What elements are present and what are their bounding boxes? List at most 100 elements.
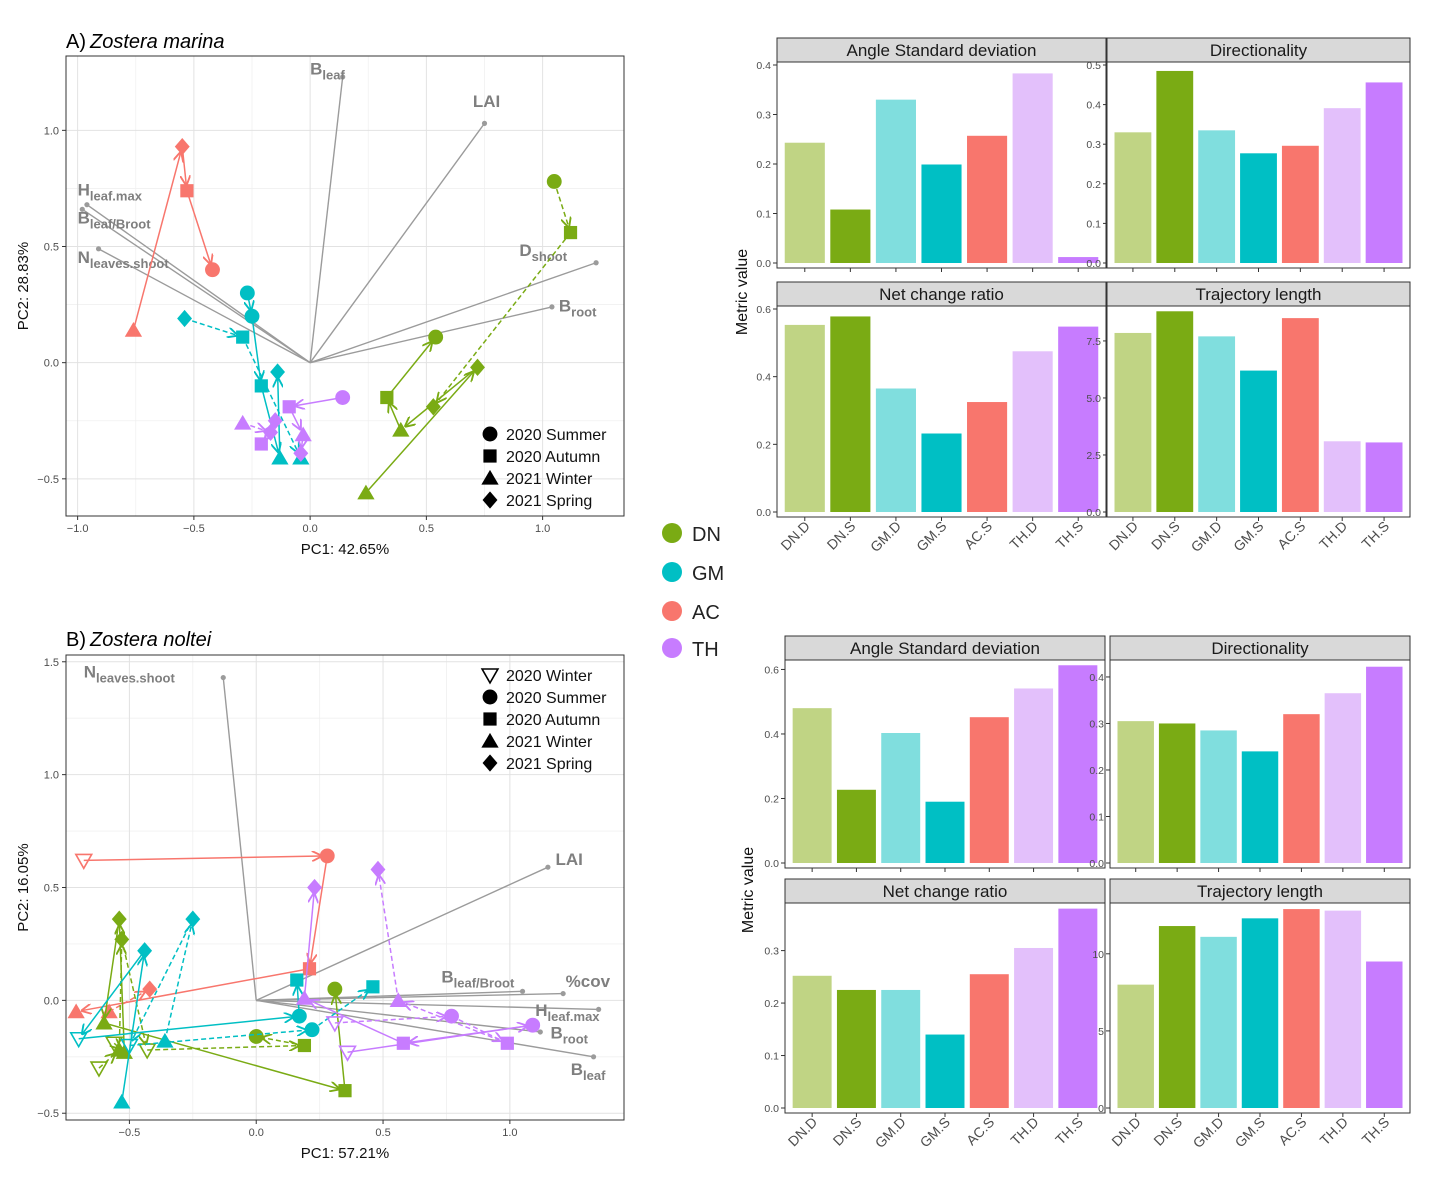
bar — [1365, 442, 1403, 512]
season-legend-label: 2020 Summer — [506, 427, 607, 444]
loading-vector — [81, 208, 311, 364]
x-tick-label: GM.S — [917, 1114, 954, 1151]
y-tick-label: 0.0 — [1086, 258, 1101, 270]
x-tick-label: 1.0 — [502, 1127, 517, 1139]
y-tick-label: 0.4 — [1086, 100, 1101, 112]
trajectory-point — [335, 390, 351, 405]
trajectory-segment — [132, 152, 180, 331]
y-tick-label: 10 — [1092, 949, 1104, 961]
trajectory-point — [254, 379, 268, 393]
legend-key-ac — [662, 601, 682, 621]
bar — [830, 316, 871, 512]
loading-vector — [309, 122, 486, 364]
loading-label-subscript: root — [563, 1032, 589, 1047]
loading-point — [340, 74, 346, 80]
y-tick-label: 0.5 — [44, 242, 59, 254]
facet-title: Angle Standard deviation — [847, 41, 1037, 60]
x-tick-label: TH.D — [1316, 518, 1350, 552]
trajectory-segment — [164, 925, 192, 1042]
x-tick-label: TH.S — [1359, 1114, 1393, 1148]
x-axis-label: PC1: 42.65% — [301, 541, 389, 558]
x-tick-label: AC.S — [961, 518, 995, 552]
trajectory-segment — [451, 1015, 502, 1040]
loading-label-subscript: leaves.shoot — [96, 671, 175, 686]
loading-label-main: B — [441, 967, 453, 986]
bar — [1366, 961, 1403, 1108]
loading-label-main: LAI — [556, 850, 583, 869]
loading-label-main: %cov — [566, 972, 611, 991]
loading-label-subscript: shoot — [532, 249, 568, 264]
loading-label-main: H — [535, 1001, 547, 1020]
y-axis-label: PC2: 16.05% — [15, 843, 32, 931]
x-tick-label: DN.D — [1108, 1114, 1144, 1150]
trajectory-point — [307, 878, 323, 897]
trajectory-segment — [310, 1001, 404, 1044]
season-legend-key — [483, 712, 497, 726]
trajectory-point — [470, 358, 485, 376]
loading-label-main: B — [78, 208, 90, 227]
bar — [1014, 947, 1054, 1108]
bar — [1241, 751, 1279, 863]
pca-plot-zostera-noltei: −0.5 0.0 0.5 1.0 −0.5 0.0 0.5 1.0 1.5 Nleaves.sho… — [15, 654, 625, 1162]
loading-point — [84, 202, 90, 208]
x-tick-label: 0.5 — [419, 523, 434, 535]
bar — [1240, 153, 1277, 263]
trajectory-point — [177, 309, 193, 328]
loading-vector — [309, 76, 344, 363]
bar — [921, 164, 962, 263]
bar — [1158, 723, 1196, 863]
trajectory-point — [546, 174, 562, 189]
trajectory-segment — [335, 995, 346, 1091]
panel-b-letter: B) — [66, 629, 86, 651]
bar — [1117, 721, 1154, 863]
season-legend-key — [481, 732, 499, 748]
x-tick-label: DN.D — [777, 518, 813, 554]
bar — [784, 324, 825, 512]
trajectory-segment — [404, 1003, 508, 1044]
loading-point — [593, 260, 599, 266]
facet-title: Directionality — [1210, 41, 1308, 60]
trajectory-segment — [121, 957, 144, 1103]
trajectory-segment — [184, 317, 237, 336]
bar — [1156, 311, 1194, 512]
season-legend-key — [483, 449, 497, 463]
trajectory-segment — [132, 918, 194, 1040]
bar — [1158, 926, 1196, 1108]
facet-title: Directionality — [1211, 639, 1309, 658]
y-tick-label: 0.6 — [764, 664, 779, 676]
x-tick-label: GM.D — [1190, 1114, 1227, 1151]
bar — [1014, 688, 1054, 863]
bar — [1200, 730, 1237, 863]
trajectory-point — [291, 1008, 307, 1024]
bar — [1058, 665, 1098, 863]
y-tick-label: 0.0 — [1086, 507, 1101, 519]
bar — [1283, 909, 1320, 1108]
panel-a-letter: A) — [66, 31, 86, 53]
trajectory-point — [267, 412, 283, 430]
bar — [967, 135, 1008, 263]
trajectory-segment — [386, 342, 432, 398]
trajectory-segment — [409, 1024, 533, 1042]
x-tick-label: AC.S — [1275, 1114, 1309, 1148]
loading-vector — [255, 866, 549, 1002]
bar — [1114, 332, 1152, 512]
trajectory-point — [111, 910, 127, 928]
loading-point — [220, 674, 226, 681]
trajectory-point — [319, 848, 335, 864]
bar — [875, 99, 916, 264]
y-tick-label: −0.5 — [37, 474, 59, 486]
season-legend-label: 2021 Winter — [506, 471, 593, 488]
loading-vector — [86, 204, 311, 364]
bar — [881, 989, 921, 1108]
trajectory-segment — [121, 939, 146, 1044]
facet-title: Trajectory length — [1196, 285, 1322, 304]
loading-label: Hleaf.max — [535, 1001, 600, 1024]
bar — [1323, 108, 1361, 263]
x-tick-label: TH.S — [1052, 1114, 1086, 1148]
trajectory-point — [338, 1045, 357, 1062]
trajectory-segment — [242, 336, 299, 452]
loading-label-main: H — [78, 180, 90, 199]
bar — [875, 388, 916, 512]
facet-strip — [776, 281, 1107, 307]
trajectory-segment — [365, 372, 474, 494]
